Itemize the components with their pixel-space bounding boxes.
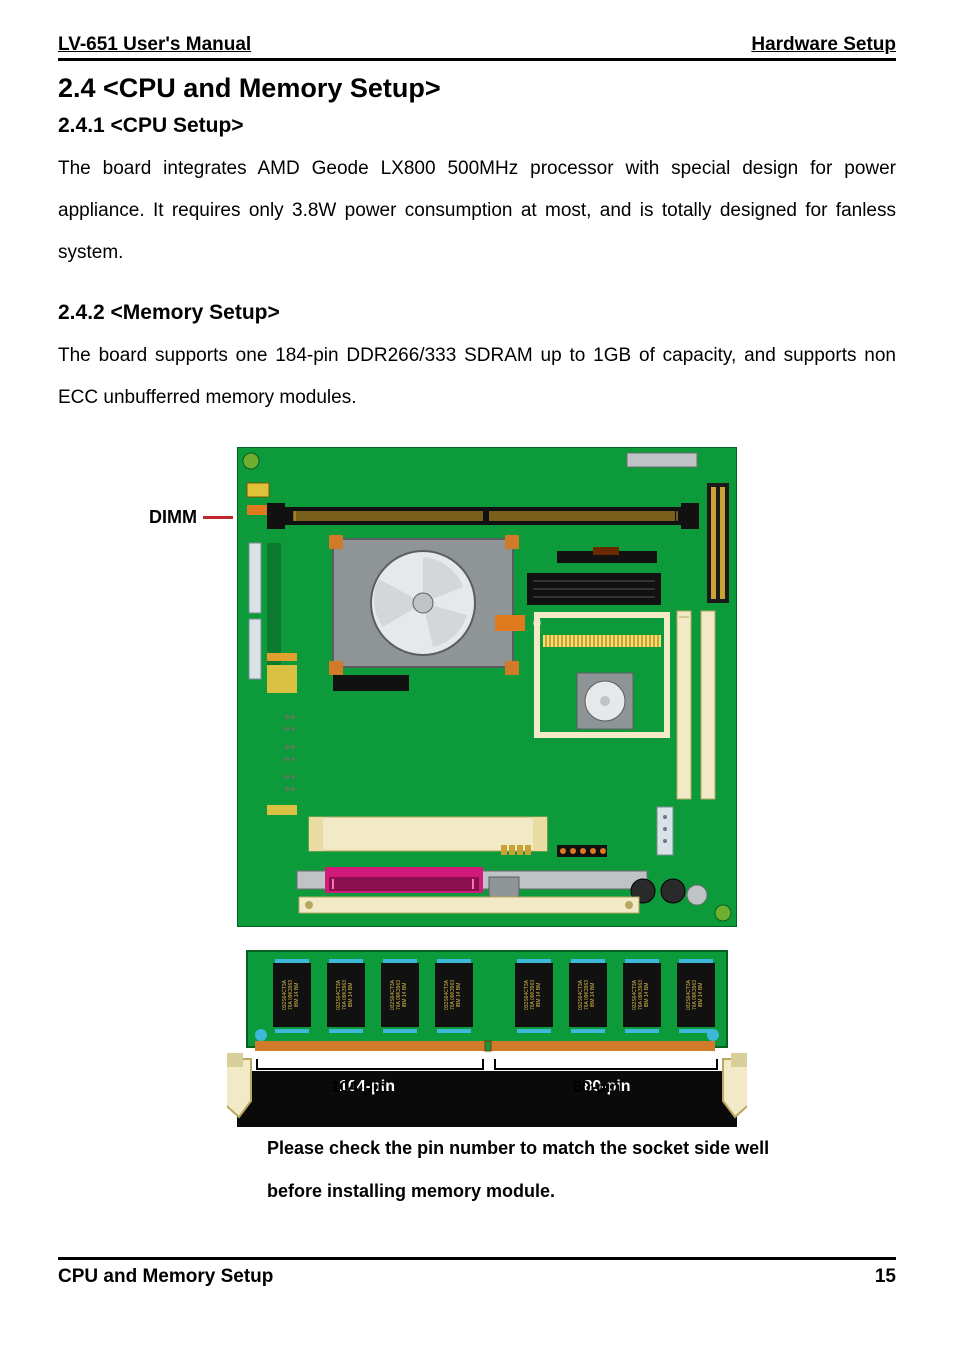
- svg-text:032S64CT3A76A 09K3963IBM 14: 032S64CT3A76A 09K3963IBM 14 BM: [282, 979, 300, 1010]
- pin-right-label: 80-pin: [573, 1079, 620, 1097]
- dimm-callout-line: [203, 516, 233, 519]
- page-header: LV-651 User's Manual Hardware Setup: [58, 34, 896, 61]
- figure: DIMM: [157, 447, 797, 1213]
- memory-module-diagram: 032S64CT3A76A 09K3963IBM 14 BM 032S64CT3A…: [227, 941, 747, 1141]
- section-title: 2.4 <CPU and Memory Setup>: [58, 73, 896, 104]
- svg-text:032S64CT3A76A 09K3963IBM 14: 032S64CT3A76A 09K3963IBM 14 BM: [390, 979, 408, 1010]
- svg-text:032S64CT3A76A 09K3963IBM 14: 032S64CT3A76A 09K3963IBM 14 BM: [632, 979, 650, 1010]
- subsection-1-title: 2.4.1 <CPU Setup>: [58, 114, 896, 138]
- svg-text:032S64CT3A76A 09K3963IBM 14: 032S64CT3A76A 09K3963IBM 14 BM: [578, 979, 596, 1010]
- figure-caption: Please check the pin number to match the…: [267, 1127, 797, 1213]
- dimm-label-text: DIMM: [149, 507, 197, 528]
- subsection-1-body: The board integrates AMD Geode LX800 500…: [58, 148, 896, 273]
- page-footer: CPU and Memory Setup 15: [58, 1257, 896, 1288]
- subsection-2-title: 2.4.2 <Memory Setup>: [58, 301, 896, 325]
- svg-text:032S64CT3A76A 09K3963IBM 14: 032S64CT3A76A 09K3963IBM 14 BM: [524, 979, 542, 1010]
- pin-left-label: 104-pin: [331, 1079, 387, 1097]
- svg-text:032S64CT3A76A 09K3963IBM 14: 032S64CT3A76A 09K3963IBM 14 BM: [686, 979, 704, 1010]
- header-left: LV-651 User's Manual: [58, 34, 251, 56]
- footer-left: CPU and Memory Setup: [58, 1266, 273, 1288]
- subsection-2-body: The board supports one 184-pin DDR266/33…: [58, 335, 896, 419]
- svg-text:032S64CT3A76A 09K3963IBM 14: 032S64CT3A76A 09K3963IBM 14 BM: [444, 979, 462, 1010]
- footer-page-number: 15: [875, 1266, 896, 1288]
- dimm-callout: DIMM: [149, 507, 233, 528]
- mainboard-diagram: [237, 447, 737, 927]
- header-right: Hardware Setup: [751, 34, 896, 56]
- svg-text:032S64CT3A76A 09K3963IBM 14: 032S64CT3A76A 09K3963IBM 14 BM: [336, 979, 354, 1010]
